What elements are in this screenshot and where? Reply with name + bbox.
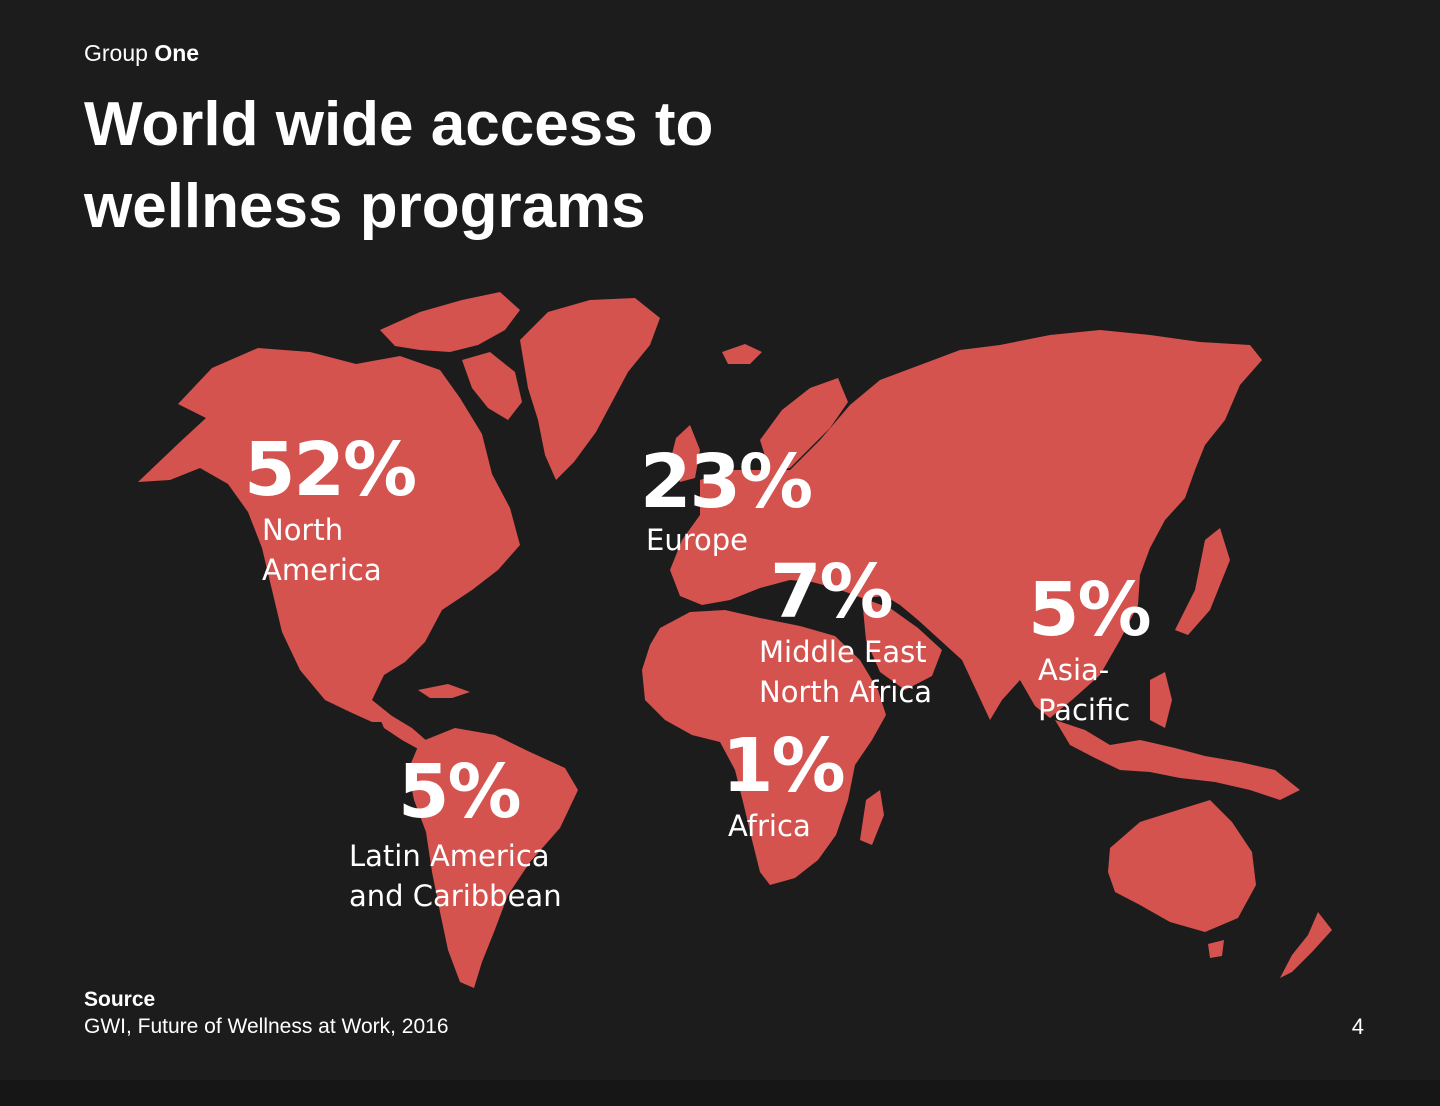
stat-label-line-1: Africa — [728, 809, 811, 843]
stat-middle-east-north-africa: 7% Middle East North Africa — [759, 549, 932, 712]
stat-label-line-1: Europe — [646, 523, 748, 557]
stat-label-line-2: and Caribbean — [349, 879, 562, 913]
landmass-arabian-peninsula — [862, 598, 942, 690]
stat-value: 1% — [722, 723, 846, 809]
landmass-japan — [1175, 528, 1230, 635]
landmass-africa — [642, 610, 886, 885]
stat-label-line-1: North — [262, 513, 344, 547]
stat-value: 23% — [640, 439, 813, 525]
landmass-central-america — [372, 700, 428, 750]
stat-value: 5% — [1028, 567, 1152, 653]
page-title: World wide access to wellness programs — [84, 84, 984, 248]
stat-north-america: 52% North America — [244, 427, 417, 590]
stat-value: 52% — [244, 427, 417, 513]
stat-label-line-1: Latin America — [349, 839, 550, 873]
landmass-baffin-island — [462, 352, 522, 420]
stat-label-line-1: Middle East — [759, 635, 927, 669]
stat-latin-america-caribbean: 5% Latin America and Caribbean — [349, 749, 562, 916]
title-line-1: World wide access to — [84, 90, 714, 159]
stat-value: 7% — [770, 549, 894, 635]
stat-africa: 1% Africa — [722, 723, 846, 846]
stat-value: 5% — [398, 749, 522, 835]
landmass-scandinavia — [760, 378, 848, 472]
brand-regular: Group — [84, 40, 148, 66]
title-line-2: wellness programs — [84, 172, 646, 241]
stat-asia-pacific: 5% Asia- Pacific — [1028, 567, 1152, 730]
landmass-eurasia — [670, 330, 1262, 720]
source-citation: GWI, Future of Wellness at Work, 2016 — [84, 1015, 449, 1038]
landmass-arctic-islands — [380, 292, 520, 352]
landmass-caribbean — [418, 684, 470, 698]
slide-bottom-strip — [0, 1080, 1440, 1106]
source-block: Source GWI, Future of Wellness at Work, … — [84, 986, 449, 1040]
brand-bold: One — [154, 40, 200, 66]
landmass-south-america — [408, 728, 578, 988]
landmass-british-isles — [670, 425, 700, 482]
landmass-greenland — [520, 298, 660, 480]
stat-label-line-2: Pacific — [1038, 693, 1131, 727]
landmass-philippines — [1150, 672, 1172, 728]
stat-label-line-2: North Africa — [759, 675, 933, 709]
page-number: 4 — [1351, 1014, 1364, 1039]
landmass-madagascar — [860, 790, 884, 845]
landmass-southeast-asia-islands — [1055, 720, 1300, 800]
brand-logo-text: Group One — [84, 38, 199, 68]
landmass-tasmania — [1208, 940, 1224, 958]
landmass-australia — [1108, 800, 1256, 932]
stat-europe: 23% Europe — [640, 439, 813, 560]
stat-label-line-2: America — [262, 553, 382, 587]
source-heading: Source — [84, 988, 156, 1011]
landmass-iceland — [722, 344, 762, 364]
stat-label-line-1: Asia- — [1038, 653, 1110, 687]
landmass-north-america — [138, 348, 520, 722]
landmass-new-zealand — [1280, 912, 1332, 978]
